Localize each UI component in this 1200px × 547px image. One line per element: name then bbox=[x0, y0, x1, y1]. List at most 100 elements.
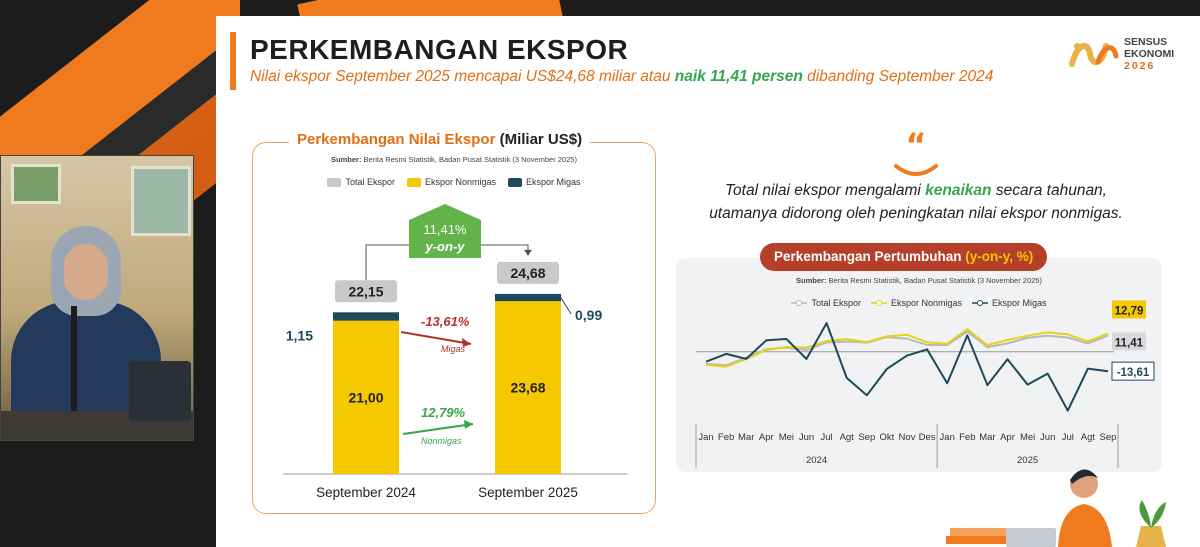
quote-line1: Total nilai ekspor mengalami kenaikan se… bbox=[696, 179, 1136, 202]
growth-migas-value: -13,61% bbox=[421, 314, 470, 329]
growth-panel: Jan Feb Mar Apr Mei Jun Jul Agt Sep Okt Nov Des Jan F… bbox=[676, 243, 1162, 472]
legend-item-total: Total Ekspor bbox=[327, 177, 395, 187]
subtitle-text-end: dibanding September 2024 bbox=[802, 68, 994, 85]
x-tick-label: Agt bbox=[1081, 432, 1096, 443]
total-value-label: 24,68 bbox=[510, 265, 545, 281]
growth-nonmigas-arrow bbox=[402, 423, 474, 435]
growth-migas-label: Migas bbox=[441, 344, 466, 354]
growth-badge bbox=[409, 204, 481, 258]
total-value-box bbox=[335, 280, 397, 303]
worker-shirt bbox=[1058, 504, 1112, 547]
x-tick-label: Jun bbox=[799, 432, 814, 443]
x-group-label: 2024 bbox=[806, 455, 827, 466]
title-accent-bar bbox=[230, 32, 236, 90]
title-main: Perkembangan Nilai Ekspor bbox=[297, 131, 500, 148]
legend-swatch bbox=[327, 177, 342, 187]
quote-highlight: kenaikan bbox=[925, 182, 992, 199]
legend-item-total: Total Ekspor bbox=[791, 298, 861, 308]
end-label-total: 11,41 bbox=[1115, 337, 1144, 349]
microphone-stand bbox=[71, 306, 77, 411]
series-line-total-ekspor bbox=[705, 330, 1109, 367]
end-label-migas: -13,61 bbox=[1117, 367, 1150, 379]
x-tick-label: Apr bbox=[1000, 432, 1015, 443]
end-label-nonmigas: 12,79 bbox=[1115, 305, 1144, 317]
x-tick-label: Mei bbox=[1020, 432, 1035, 443]
legend-item-nonmigas: Ekspor Nonmigas bbox=[870, 298, 963, 308]
x-tick-label: Feb bbox=[959, 432, 975, 443]
legend-line-icon bbox=[791, 300, 808, 306]
subtitle-highlight: naik 11,41 persen bbox=[674, 68, 803, 85]
wall-picture bbox=[11, 164, 61, 204]
growth-migas-arrowhead bbox=[462, 338, 471, 347]
source-label: Sumber: bbox=[796, 276, 827, 285]
x-tick-label: Jul bbox=[1062, 432, 1074, 443]
growth-line-chart: Jan Feb Mar Apr Mei Jun Jul Agt Sep Okt Nov Des Jan F… bbox=[695, 300, 1155, 468]
x-tick-label: Sep bbox=[1100, 432, 1117, 443]
x-tick-label: Sep bbox=[858, 432, 875, 443]
line-legend: Total Ekspor Ekspor Nonmigas Ekspor Miga… bbox=[676, 298, 1162, 308]
series-line-ekspor-nonmigas bbox=[705, 328, 1109, 368]
migas-leader-line bbox=[560, 297, 572, 315]
legend-label: Ekspor Migas bbox=[526, 177, 581, 187]
document-stack bbox=[946, 536, 1016, 544]
growth-nonmigas-label: Nonmigas bbox=[421, 436, 462, 446]
x-tick-label: Okt bbox=[880, 432, 895, 443]
end-label-nonmigas-box bbox=[1112, 300, 1146, 319]
quote-line2: utamanya didorong oleh peningkatan nilai… bbox=[709, 205, 1123, 222]
bar-value-label: 23,68 bbox=[510, 380, 545, 396]
growth-total-sub: y-on-y bbox=[425, 239, 466, 254]
subtitle-text: Nilai ekspor September 2025 mencapai US$… bbox=[250, 68, 675, 85]
logo-text: SENSUS EKONOMI 2026 bbox=[1124, 36, 1174, 72]
legend-label: Ekspor Nonmigas bbox=[890, 298, 963, 308]
end-label-total-box bbox=[1112, 332, 1146, 351]
worker-hair bbox=[1070, 469, 1098, 484]
sensus-ekonomi-logo: SENSUS EKONOMI 2026 bbox=[1068, 28, 1188, 76]
quote-smile-icon: “ bbox=[894, 128, 938, 176]
x-tick-label: Jun bbox=[1040, 432, 1055, 443]
x-tick-label: September 2025 bbox=[478, 485, 578, 500]
growth-total-value: 11,41% bbox=[423, 222, 467, 237]
legend-item-migas: Ekspor Migas bbox=[508, 177, 581, 187]
legend-item-migas: Ekspor Migas bbox=[972, 298, 1047, 308]
plant-pot bbox=[1136, 526, 1166, 547]
x-tick-label: Mei bbox=[779, 432, 794, 443]
plant-leaves bbox=[1139, 500, 1166, 528]
slide-title: PERKEMBANGAN EKSPOR bbox=[250, 34, 629, 65]
laptop bbox=[129, 361, 191, 421]
presenter-face bbox=[64, 244, 108, 300]
legend-line-icon bbox=[870, 300, 887, 306]
x-tick-label: Mar bbox=[979, 432, 995, 443]
x-tick-label: Jan bbox=[940, 432, 955, 443]
export-bar-chart: 21,00 22,15 September 2024 23,68 24,68 Septem… bbox=[283, 204, 627, 500]
bar-migas bbox=[333, 312, 399, 321]
quote-text-end: secara tahunan, bbox=[991, 182, 1107, 199]
export-value-title: Perkembangan Nilai Ekspor (Miliar US$) bbox=[289, 131, 591, 148]
source-text: Berita Resmi Statistik, Badan Pusat Stat… bbox=[361, 155, 577, 164]
document-stack bbox=[950, 528, 1012, 536]
bar-migas bbox=[495, 293, 561, 302]
x-tick-label: Jan bbox=[698, 432, 713, 443]
source-note: Sumber: Berita Resmi Statistik, Badan Pu… bbox=[253, 155, 655, 164]
worker-illustration bbox=[946, 469, 1166, 547]
x-tick-label: September 2024 bbox=[316, 485, 416, 500]
x-tick-label: Feb bbox=[718, 432, 734, 443]
source-text: Berita Resmi Statistik, Badan Pusat Stat… bbox=[826, 276, 1042, 285]
legend-swatch bbox=[508, 177, 523, 187]
x-tick-label: Apr bbox=[759, 432, 774, 443]
wall-picture bbox=[131, 166, 191, 236]
legend-label: Ekspor Nonmigas bbox=[424, 177, 497, 187]
total-value-box bbox=[497, 261, 559, 284]
logo-mark-icon bbox=[1069, 43, 1119, 67]
series-line-ekspor-migas bbox=[705, 322, 1109, 412]
source-label: Sumber: bbox=[331, 155, 362, 164]
growth-migas-arrow bbox=[400, 331, 472, 345]
x-group-label: 2025 bbox=[1017, 455, 1038, 466]
bar-nonmigas bbox=[495, 301, 561, 474]
quote-text: Total nilai ekspor mengalami kenaikan se… bbox=[696, 179, 1136, 225]
legend-line-icon bbox=[972, 300, 989, 306]
logo-year: 2026 bbox=[1124, 60, 1156, 72]
legend-label: Ekspor Migas bbox=[992, 298, 1047, 308]
title-unit: (y-on-y, %) bbox=[965, 249, 1034, 264]
title-main: Perkembangan Pertumbuhan bbox=[774, 249, 966, 264]
bar-value-label: 21,00 bbox=[348, 389, 383, 405]
